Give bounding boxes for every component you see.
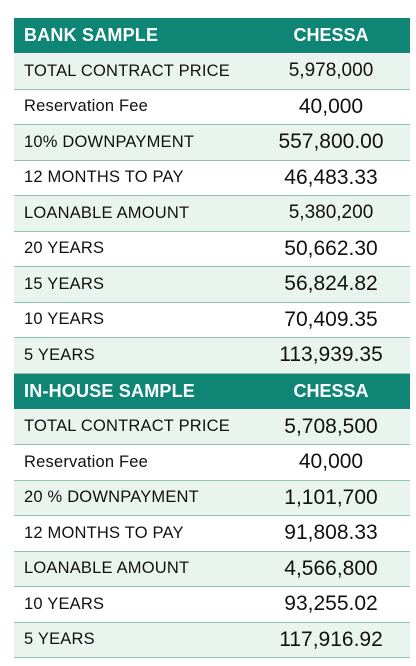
row-label: 20 YEARS bbox=[24, 239, 105, 258]
row-label: TOTAL CONTRACT PRICE bbox=[24, 61, 230, 80]
table-row: 10% DOWNPAYMENT 557,800.00 bbox=[14, 125, 410, 161]
row-value: 46,483.33 bbox=[284, 165, 378, 189]
row-value: 50,662.30 bbox=[284, 236, 378, 260]
table-row: Reservation Fee 40,000 bbox=[14, 89, 410, 125]
table-row: 15 YEARS 56,824.82 bbox=[14, 267, 410, 303]
row-label: 5 YEARS bbox=[24, 630, 95, 649]
row-value: 56,824.82 bbox=[284, 272, 378, 296]
row-value: 40,000 bbox=[298, 94, 364, 118]
table-row: 20 % DOWNPAYMENT 1,101,700 bbox=[14, 480, 410, 516]
row-value: 91,808.33 bbox=[284, 521, 378, 545]
row-label: 5 YEARS bbox=[24, 345, 95, 364]
table-row: 5 YEARS 113,939.35 bbox=[14, 338, 410, 374]
bank-sample-header: BANK SAMPLE CHESSA bbox=[14, 18, 410, 54]
table-row: 20 YEARS 50,662.30 bbox=[14, 231, 410, 267]
row-value: 113,939.35 bbox=[279, 343, 383, 367]
bank-header-label: BANK SAMPLE bbox=[24, 25, 159, 45]
row-value: 5,708,500 bbox=[284, 414, 378, 438]
table-row: LOANABLE AMOUNT 4,566,800 bbox=[14, 551, 410, 587]
row-label: Reservation Fee bbox=[24, 452, 149, 471]
row-label: 12 MONTHS TO PAY bbox=[24, 168, 184, 187]
row-label: Reservation Fee bbox=[24, 97, 149, 116]
row-value: 93,255.02 bbox=[284, 592, 378, 616]
table-row: LOANABLE AMOUNT 5,380,200 bbox=[14, 196, 410, 232]
inhouse-sample-header: IN-HOUSE SAMPLE CHESSA bbox=[14, 373, 410, 410]
row-label: 10 YEARS bbox=[24, 310, 105, 329]
row-value: 557,800.00 bbox=[278, 130, 384, 154]
bank-header-value: CHESSA bbox=[293, 25, 369, 45]
inhouse-header-label: IN-HOUSE SAMPLE bbox=[24, 380, 196, 401]
table-row: 5 YEARS 117,916.92 bbox=[14, 622, 410, 658]
row-value: 70,409.35 bbox=[284, 307, 378, 331]
row-label: 10% DOWNPAYMENT bbox=[24, 132, 195, 151]
row-label: 10 YEARS bbox=[24, 594, 105, 613]
inhouse-header-value: CHESSA bbox=[293, 380, 369, 401]
row-value: 117,916.92 bbox=[279, 627, 383, 651]
row-label: 12 MONTHS TO PAY bbox=[24, 523, 184, 542]
table-row: 12 MONTHS TO PAY 46,483.33 bbox=[14, 160, 410, 196]
table-row: 10 YEARS 93,255.02 bbox=[14, 587, 410, 623]
row-value: 5,380,200 bbox=[288, 202, 374, 224]
row-value: 4,566,800 bbox=[284, 556, 378, 580]
row-label: TOTAL CONTRACT PRICE bbox=[24, 417, 230, 436]
row-label: 15 YEARS bbox=[24, 274, 105, 293]
row-label: 20 % DOWNPAYMENT bbox=[24, 488, 199, 507]
row-label: LOANABLE AMOUNT bbox=[24, 559, 190, 578]
table-row: 10 YEARS 70,409.35 bbox=[14, 302, 410, 338]
pricing-sheet: BANK SAMPLE CHESSA TOTAL CONTRACT PRICE … bbox=[14, 18, 410, 658]
row-value: 1,101,700 bbox=[284, 485, 378, 509]
row-label: LOANABLE AMOUNT bbox=[24, 203, 190, 222]
table-row: TOTAL CONTRACT PRICE 5,708,500 bbox=[14, 409, 410, 445]
row-value: 5,978,000 bbox=[288, 60, 374, 82]
table-row: TOTAL CONTRACT PRICE 5,978,000 bbox=[14, 54, 410, 90]
table-row: Reservation Fee 40,000 bbox=[14, 445, 410, 481]
row-value: 40,000 bbox=[298, 450, 364, 474]
table-row: 12 MONTHS TO PAY 91,808.33 bbox=[14, 516, 410, 552]
